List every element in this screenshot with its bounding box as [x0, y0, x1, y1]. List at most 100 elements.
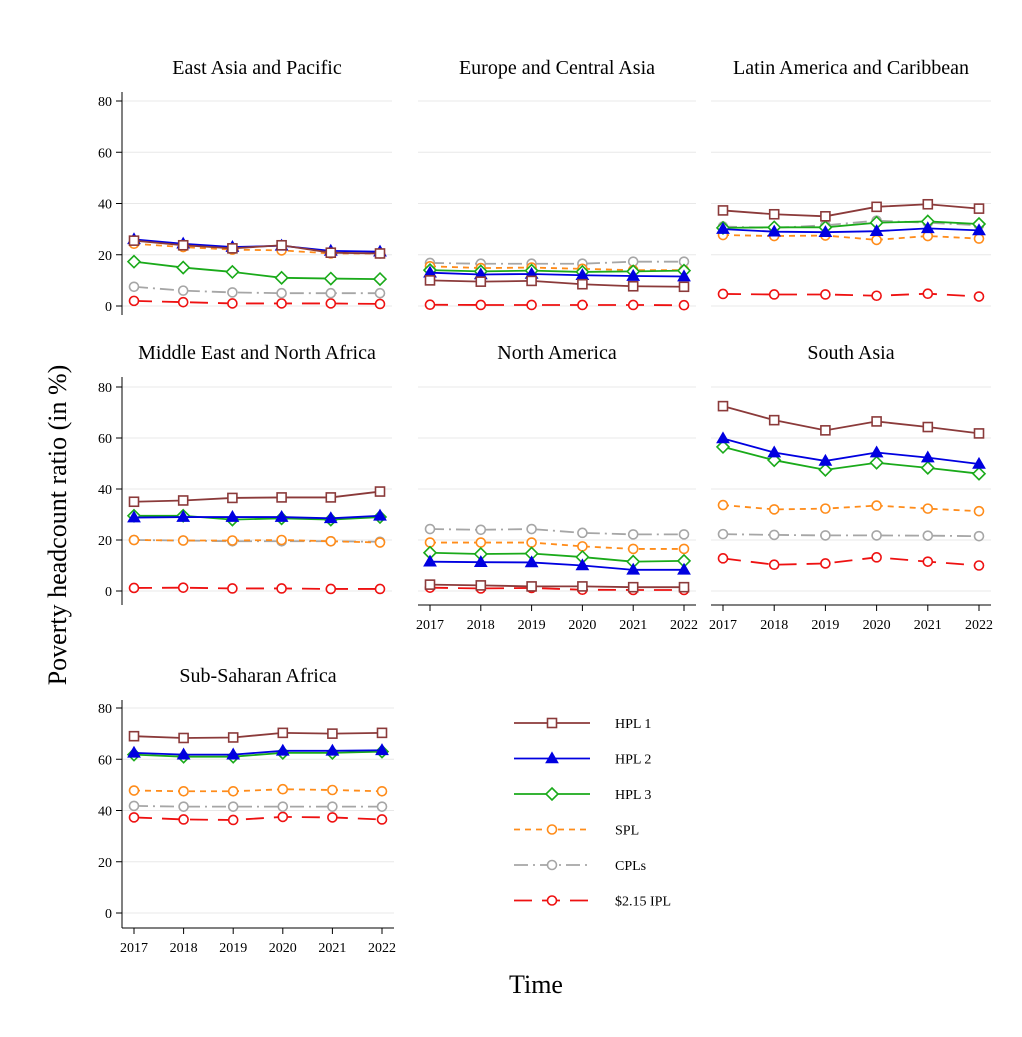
- x-tick-label: 2018: [467, 618, 495, 633]
- data-point: [524, 555, 539, 568]
- series-line: [722, 219, 980, 229]
- data-point: [717, 288, 729, 300]
- series-line: [133, 514, 381, 520]
- series-line: [133, 285, 380, 295]
- y-tick-label: 80: [98, 702, 112, 717]
- data-point: [176, 747, 191, 760]
- data-point: [820, 503, 831, 514]
- data-point: [177, 239, 189, 251]
- y-tick-label: 20: [98, 249, 112, 264]
- data-point: [178, 785, 189, 797]
- series-spl: [717, 499, 985, 517]
- data-point: [177, 296, 189, 308]
- y-tick-label: 0: [105, 300, 112, 315]
- y-tick-label: 20: [98, 856, 112, 871]
- data-point: [818, 225, 833, 237]
- legend-marker: [546, 895, 558, 906]
- series-line: [429, 260, 684, 265]
- data-point: [973, 291, 985, 302]
- data-point: [128, 800, 140, 812]
- panel-title: Latin America and Caribbean: [733, 57, 969, 79]
- data-point: [818, 453, 833, 466]
- data-point: [768, 504, 780, 515]
- series-usd-2-15-ipl: [717, 552, 985, 571]
- x-tick-label: 2017: [709, 618, 737, 633]
- data-point: [717, 499, 729, 511]
- series-cpls: [424, 523, 690, 540]
- series-line: [722, 234, 980, 241]
- series-hpl-2: [716, 221, 986, 237]
- data-point: [717, 528, 729, 540]
- series-line: [133, 788, 383, 793]
- data-point: [376, 814, 388, 825]
- panel-title: South Asia: [807, 342, 894, 364]
- panel-title: East Asia and Pacific: [172, 57, 342, 79]
- series-spl: [424, 537, 690, 555]
- data-point: [677, 562, 691, 575]
- data-point: [678, 281, 690, 293]
- data-point: [227, 535, 238, 546]
- series-line: [429, 271, 685, 278]
- series-line: [429, 279, 685, 288]
- data-point: [767, 445, 782, 458]
- x-tick-label: 2020: [269, 941, 297, 956]
- data-point: [227, 287, 238, 298]
- data-point: [871, 530, 882, 541]
- y-tick-label: 40: [98, 805, 112, 820]
- series-line: [133, 299, 381, 305]
- data-point: [277, 727, 289, 739]
- data-point: [276, 534, 287, 546]
- data-point: [275, 743, 290, 756]
- data-point: [475, 276, 487, 287]
- legend-marker: [546, 717, 558, 729]
- series-line: [722, 292, 980, 298]
- series-hpl-3: [126, 254, 388, 287]
- data-point: [973, 233, 985, 244]
- data-point: [871, 290, 882, 302]
- data-point: [526, 523, 537, 535]
- data-point: [325, 298, 337, 309]
- data-point: [128, 496, 140, 508]
- data-point: [768, 289, 780, 300]
- series-line: [133, 731, 383, 739]
- data-point: [869, 224, 884, 236]
- legend-item-cpls: CPLs: [514, 859, 646, 874]
- series-line: [722, 556, 980, 567]
- series-hpl-1: [128, 486, 386, 508]
- data-point: [276, 492, 287, 503]
- data-point: [575, 558, 590, 571]
- data-point: [871, 234, 882, 246]
- data-point: [626, 268, 641, 281]
- y-tick-label: 40: [98, 483, 112, 498]
- data-point: [424, 275, 436, 286]
- series-hpl-1: [424, 275, 690, 293]
- series-cpls: [717, 528, 985, 542]
- series-line: [429, 528, 684, 536]
- data-point: [323, 511, 338, 524]
- legend-marker: [544, 786, 560, 802]
- series-line: [430, 541, 684, 550]
- data-point: [475, 524, 487, 536]
- data-point: [678, 581, 690, 593]
- panel-title: Europe and Central Asia: [459, 57, 655, 79]
- data-point: [424, 523, 436, 535]
- data-point: [177, 535, 189, 546]
- data-point: [973, 530, 985, 542]
- y-tick-label: 40: [98, 198, 112, 213]
- data-point: [768, 559, 780, 571]
- data-point: [227, 298, 238, 309]
- legend-item-hpl-1: HPL 1: [514, 717, 651, 732]
- series-line: [133, 242, 380, 255]
- data-point: [716, 222, 730, 234]
- data-point: [372, 271, 388, 287]
- data-point: [227, 583, 238, 594]
- data-point: [920, 221, 935, 234]
- series-line: [722, 405, 980, 435]
- panel-title: North America: [497, 342, 617, 364]
- series-hpl-1: [128, 235, 386, 259]
- data-point: [767, 224, 782, 237]
- x-tick-label: 2019: [811, 618, 839, 633]
- data-point: [128, 730, 140, 742]
- x-tick-label: 2017: [416, 618, 444, 633]
- panel-sub-saharan-africa: Sub-Saharan Africa 0 20 40 60 80 2017 2018 2019 2…: [98, 665, 396, 956]
